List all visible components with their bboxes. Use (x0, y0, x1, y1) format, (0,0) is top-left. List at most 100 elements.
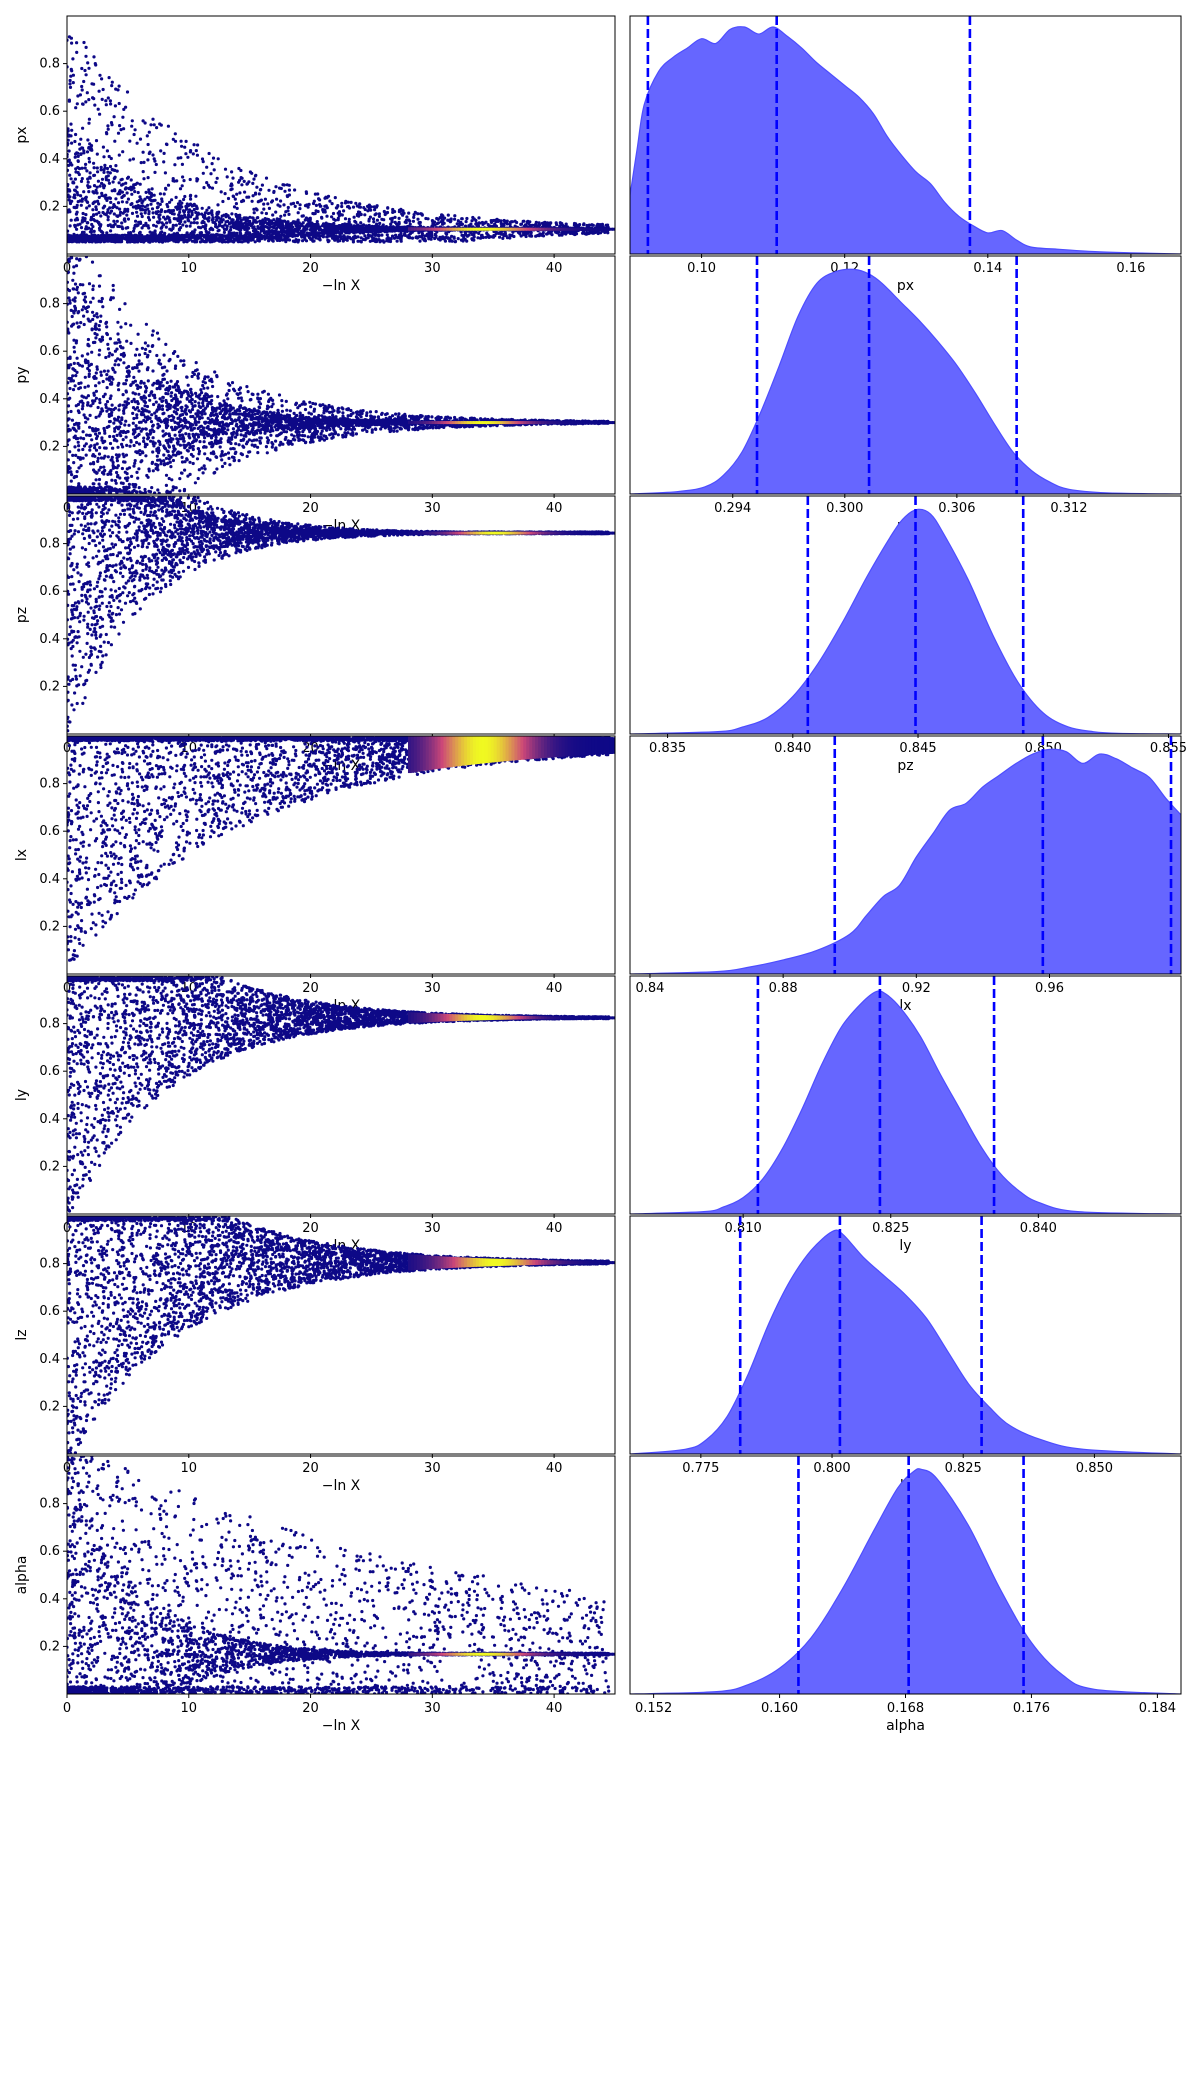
weighted-point (597, 1016, 602, 1020)
x-tick-label: 30 (424, 1461, 441, 1476)
weighted-point (428, 736, 433, 770)
weighted-point (582, 1260, 587, 1265)
weighted-point (594, 531, 599, 535)
weighted-point (461, 227, 465, 231)
weighted-point (567, 1260, 572, 1265)
weighted-point (490, 227, 495, 231)
weighted-point (541, 227, 545, 231)
weighted-point (576, 1016, 581, 1020)
weighted-point (407, 420, 412, 424)
scatter-points (67, 976, 615, 1213)
weighted-point (470, 531, 474, 535)
posterior-density (630, 748, 1181, 974)
weighted-point (413, 1652, 418, 1656)
y-tick-label: 0.2 (39, 1159, 60, 1174)
scatter-points (67, 1456, 615, 1694)
posterior-density (630, 990, 1181, 1214)
weighted-point (505, 531, 510, 535)
x-tick-label: 30 (424, 1221, 441, 1236)
weighted-point (487, 421, 492, 425)
weighted-point (413, 227, 418, 231)
weighted-point (422, 1255, 427, 1270)
weighted-point (428, 1652, 433, 1656)
weighted-point (588, 1652, 593, 1656)
weighted-point (549, 531, 554, 535)
weighted-point (517, 1015, 522, 1020)
weighted-point (582, 1652, 587, 1656)
weighted-point (546, 227, 551, 231)
weighted-point (570, 421, 575, 425)
weighted-point (452, 1256, 457, 1268)
weighted-point (496, 736, 501, 762)
weighted-point (535, 531, 539, 535)
weighted-point (508, 227, 513, 231)
weighted-point (464, 227, 468, 231)
weighted-point (499, 736, 504, 762)
y-tick-label: 0.8 (39, 777, 60, 792)
weighted-point (570, 531, 575, 535)
weighted-point (561, 736, 566, 757)
x-axis-label: −ln X (322, 1478, 361, 1494)
weighted-point (538, 531, 542, 535)
scatter-lz-frame (66, 1215, 616, 1455)
x-axis-label: −ln X (322, 1718, 361, 1734)
weighted-point (535, 227, 539, 231)
weighted-point (478, 1652, 483, 1656)
weighted-point (591, 1260, 596, 1264)
scatter-points (67, 496, 615, 733)
posterior-density (630, 26, 1181, 254)
weighted-point (458, 421, 463, 425)
weighted-point (532, 1652, 536, 1656)
weighted-point (514, 1259, 519, 1266)
weighted-point (561, 1652, 566, 1656)
weighted-point (549, 736, 554, 758)
x-tick-label: 0.96 (1035, 981, 1064, 996)
weighted-point (452, 1014, 457, 1022)
weighted-point (475, 1014, 480, 1021)
weighted-point (529, 1259, 533, 1266)
weighted-point (419, 1255, 424, 1270)
weighted-point (561, 1016, 566, 1020)
weighted-point (514, 421, 519, 425)
weighted-point (505, 1652, 510, 1656)
weighted-point (419, 531, 424, 535)
weighted-point (564, 531, 569, 535)
weighted-point (532, 736, 536, 759)
weighted-point (567, 531, 572, 535)
x-tick-label: 0.294 (714, 501, 751, 516)
weighted-point (600, 227, 604, 231)
weighted-point (487, 1258, 492, 1267)
weighted-point (549, 1652, 554, 1656)
weighted-point (467, 1257, 471, 1268)
weighted-point (576, 227, 581, 231)
weighted-point (549, 421, 554, 425)
weighted-point (544, 736, 548, 758)
weighted-point (549, 1016, 554, 1020)
weighted-point (467, 421, 471, 425)
weighted-point (606, 1261, 610, 1265)
weighted-point (464, 531, 468, 535)
weighted-point (475, 1258, 480, 1267)
weighted-point (458, 531, 463, 535)
weighted-point (555, 421, 560, 425)
weighted-point (487, 531, 492, 535)
weighted-point (490, 1652, 495, 1656)
x-tick-label: 0.835 (649, 741, 686, 756)
weighted-point (532, 1016, 536, 1020)
weighted-point (570, 227, 575, 231)
weighted-point (561, 531, 566, 535)
weighted-point (579, 421, 584, 425)
weighted-point (508, 736, 513, 761)
weighted-point (502, 736, 507, 762)
weighted-point (609, 227, 613, 231)
x-tick-label: 20 (302, 1701, 319, 1716)
x-axis-label: −ln X (322, 278, 361, 294)
weighted-point (508, 1652, 513, 1656)
weighted-point (594, 227, 599, 231)
y-tick-label: 0.4 (39, 1592, 60, 1607)
x-tick-label: 0.845 (899, 741, 936, 756)
x-tick-label: 20 (302, 501, 319, 516)
scatter-points (67, 736, 615, 962)
weighted-point (449, 1652, 454, 1656)
x-tick-label: 0.775 (682, 1461, 719, 1476)
